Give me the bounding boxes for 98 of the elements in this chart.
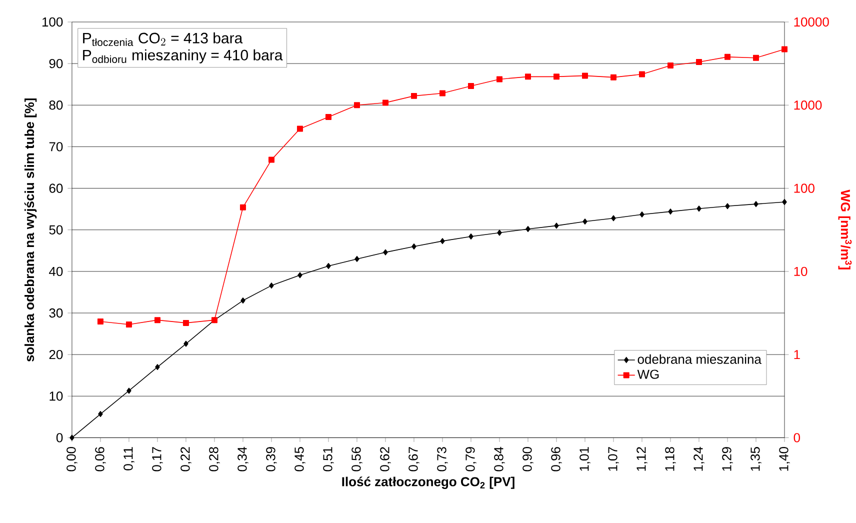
point <box>468 234 474 240</box>
point <box>126 388 132 394</box>
point <box>240 298 246 304</box>
point <box>182 320 189 326</box>
x-tick-label: 1,07 <box>608 447 619 471</box>
x-tick-label: 0,79 <box>466 447 476 472</box>
point <box>268 156 274 163</box>
point <box>439 90 446 96</box>
legend-label: WG <box>637 370 659 380</box>
point <box>582 72 588 79</box>
point <box>382 100 388 106</box>
annotation: $\text{P}_{\text{tłoczenia}}\text{ CO}_{2}\text{ = 413 bara}$ <box>83 32 243 46</box>
x-tick-label: 0,17 <box>152 447 163 472</box>
y-tick-label: 40 <box>49 266 63 276</box>
x-tick-label: 0,00 <box>66 447 78 472</box>
y-tick-label: 30 <box>49 308 63 318</box>
x-tick-label: 0,39 <box>266 447 277 472</box>
point <box>354 102 360 108</box>
y2-axis-title: WG [nm$^{3}$/m$^{3}$] <box>838 190 852 270</box>
y2-tick-label: 10000 <box>794 18 829 27</box>
y-axis-title: solanka odebrana na wyjściu slim tube [%] <box>24 98 37 362</box>
legend-label: odebrana mieszanina <box>638 354 762 364</box>
y-tick-label: 80 <box>49 100 63 110</box>
y-tick-label: 0 <box>56 433 63 442</box>
point <box>155 364 160 370</box>
point <box>296 126 303 132</box>
point <box>696 206 702 212</box>
y2-tick-label: 100 <box>794 184 814 194</box>
point <box>184 340 188 347</box>
y2-tick-label: 0 <box>794 433 800 442</box>
point <box>497 230 502 236</box>
x-tick-label: 0,84 <box>494 447 505 472</box>
point <box>496 76 502 82</box>
x-tick-label: 0,11 <box>124 447 134 470</box>
x-tick-label: 0,06 <box>95 447 106 472</box>
point <box>752 55 759 62</box>
y2-tick-label: 10 <box>794 266 808 276</box>
x-tick-label: 0,90 <box>522 447 534 472</box>
x-tick-label: 0,22 <box>180 447 192 472</box>
point <box>269 282 274 289</box>
point <box>667 62 674 69</box>
point <box>70 434 74 441</box>
point <box>554 222 559 229</box>
x-tick-label: 1,01 <box>580 447 590 471</box>
x-tick-label: 0,34 <box>238 447 248 472</box>
point <box>383 249 388 256</box>
x-tick-label: 1,24 <box>694 447 704 471</box>
y-tick-label: 100 <box>42 18 63 27</box>
y2-tick-label: 1000 <box>794 100 822 110</box>
x-tick-label: 0,28 <box>209 447 220 472</box>
y-tick-label: 60 <box>49 184 63 194</box>
point <box>298 272 302 278</box>
x-tick-label: 0,62 <box>380 447 391 472</box>
point <box>526 226 530 232</box>
point <box>638 71 645 78</box>
point <box>468 83 474 90</box>
point <box>611 215 616 222</box>
x-tick-label: 0,96 <box>551 447 562 472</box>
point <box>724 54 730 60</box>
y-tick-label: 70 <box>49 142 63 152</box>
x-tick-label: 0,51 <box>323 447 334 472</box>
x-tick-label: 1,40 <box>779 447 790 471</box>
y-tick-label: 90 <box>49 59 63 68</box>
x-tick-label: 1,29 <box>722 447 733 471</box>
point <box>696 59 702 66</box>
point <box>754 201 758 208</box>
y2-tick-label: 1 <box>794 350 800 360</box>
y-tick-label: 50 <box>49 225 63 235</box>
point <box>126 322 132 328</box>
y-tick-label: 20 <box>49 350 63 360</box>
point <box>524 74 531 80</box>
point <box>326 263 331 270</box>
point <box>668 208 673 215</box>
point <box>97 318 104 325</box>
point <box>781 46 788 52</box>
annotation: $\text{P}_{\text{odbioru}}\text{ mieszaniny = 410 bara}$ <box>83 50 283 64</box>
point <box>440 238 445 244</box>
point <box>410 93 417 100</box>
point <box>553 74 560 80</box>
point <box>412 244 416 250</box>
x-tick-label: 1,18 <box>665 447 676 471</box>
point <box>325 114 332 120</box>
x-tick-label: 0,45 <box>294 447 306 472</box>
x-axis-title: Ilość zatłoczonego CO$_{2}$ [PV] <box>342 476 514 490</box>
point <box>582 218 588 225</box>
x-tick-label: 1,12 <box>636 447 648 471</box>
x-tick-label: 0,56 <box>352 447 362 472</box>
y-tick-label: 10 <box>50 392 63 401</box>
x-tick-label: 0,67 <box>408 447 420 472</box>
point <box>98 411 103 418</box>
point <box>154 317 160 324</box>
x-tick-label: 0,73 <box>437 447 448 472</box>
point <box>610 74 616 80</box>
point <box>354 256 360 262</box>
point <box>240 204 246 210</box>
point <box>640 212 644 218</box>
point <box>725 203 730 210</box>
x-tick-label: 1,35 <box>750 447 762 471</box>
